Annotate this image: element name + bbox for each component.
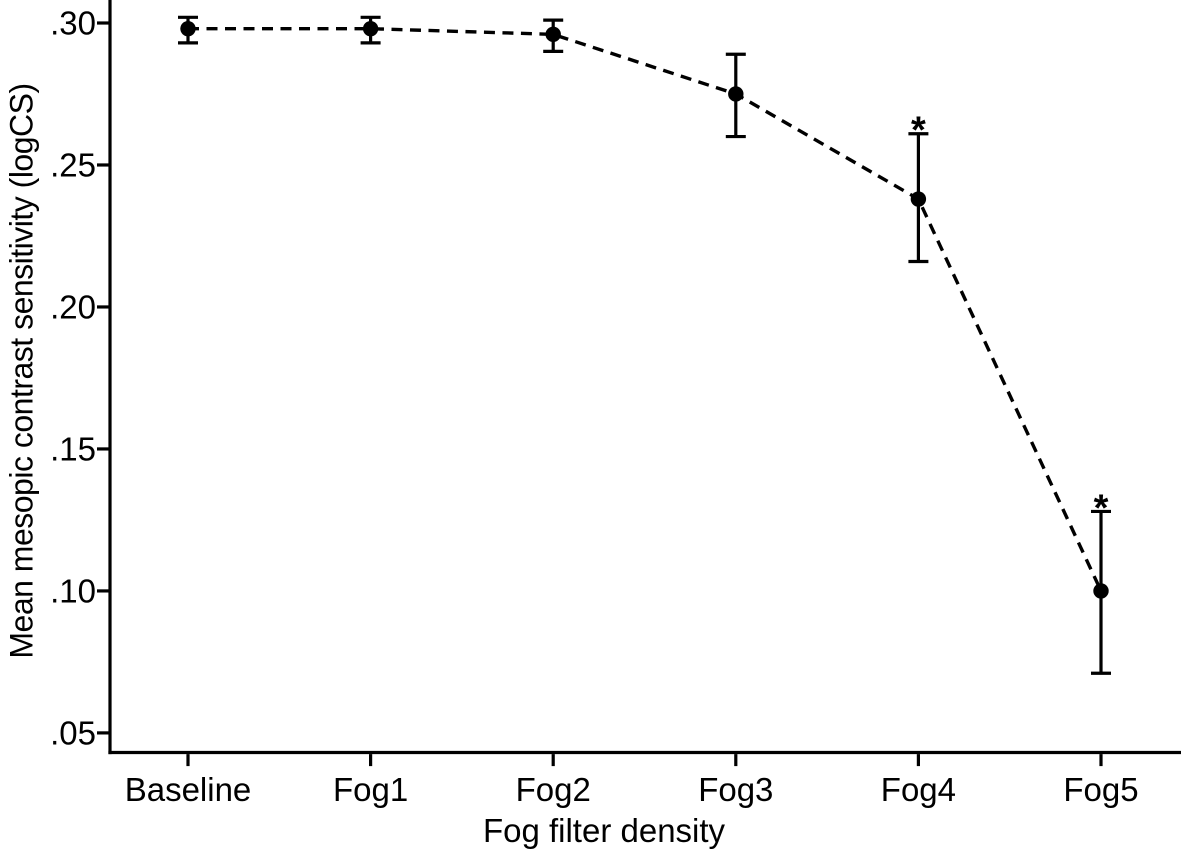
y-tick-label: .15: [50, 430, 96, 467]
x-tick-label: Fog1: [333, 771, 408, 808]
y-tick-label: .20: [50, 288, 96, 325]
x-tick-label: Fog4: [881, 771, 956, 808]
x-tick-label: Fog5: [1063, 771, 1138, 808]
data-point-fog2: [545, 26, 561, 43]
x-tick-label: Fog2: [516, 771, 591, 808]
significance-asterisk: *: [1094, 487, 1109, 529]
y-tick-label: .30: [50, 5, 96, 42]
data-point-fog1: [362, 20, 379, 37]
data-point-baseline: [180, 20, 196, 37]
x-tick-label: Fog3: [698, 771, 773, 808]
x-axis-title: Fog filter density: [482, 812, 726, 849]
data-point-fog3: [728, 86, 744, 102]
y-tick-label: .05: [50, 714, 96, 751]
data-series-line: [188, 26, 1103, 592]
data-point-fog5: [1093, 583, 1109, 599]
data-point-fog4: [910, 191, 927, 207]
y-tick-label: .25: [50, 146, 96, 183]
significance-asterisk: *: [911, 110, 926, 152]
y-tick-label: .10: [50, 572, 96, 609]
x-tick-label: Baseline: [125, 771, 252, 808]
